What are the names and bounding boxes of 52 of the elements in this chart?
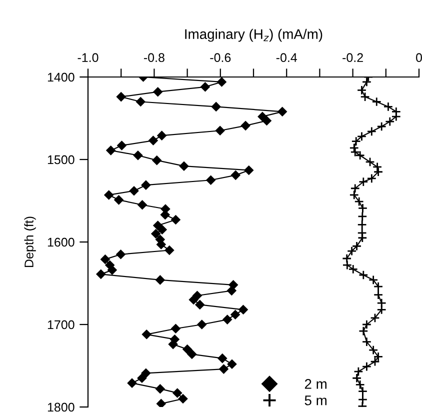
point — [358, 270, 368, 280]
point — [358, 386, 368, 396]
point — [354, 366, 364, 376]
point — [358, 233, 368, 243]
point — [376, 304, 386, 315]
point — [366, 126, 377, 136]
point — [362, 336, 372, 347]
y-tick-label: 1400 — [48, 72, 74, 82]
y-tick-label: 1700 — [48, 320, 74, 330]
point — [358, 176, 368, 187]
point — [376, 298, 386, 308]
legend-label: 2 m — [304, 379, 326, 389]
y-axis-title: Depth (ft) — [24, 216, 36, 268]
point — [368, 345, 378, 355]
point — [373, 282, 384, 292]
point — [372, 96, 382, 107]
x-tick-label: -0.4 — [276, 53, 298, 62]
point — [373, 167, 384, 177]
x-axis-title: Imaginary (H$_{z}$) (mA/m) — [185, 28, 322, 42]
point — [366, 174, 377, 184]
point — [360, 92, 370, 102]
point — [370, 313, 380, 323]
x-tick-label: 0 — [416, 53, 422, 62]
point — [383, 102, 394, 112]
point — [354, 196, 364, 206]
x-tick-label: -1.0 — [78, 53, 98, 62]
point — [355, 380, 365, 390]
point — [357, 220, 367, 230]
point — [358, 394, 368, 404]
point — [362, 362, 372, 372]
point — [350, 147, 360, 157]
point — [365, 157, 375, 167]
point — [373, 290, 384, 300]
legend-label: 5 m — [304, 396, 326, 406]
point — [358, 203, 368, 214]
point — [348, 264, 358, 274]
y-tick-label: 1500 — [48, 155, 74, 164]
point — [355, 150, 365, 160]
y-tick-label: 1800 — [48, 402, 74, 412]
point — [372, 162, 382, 172]
point — [349, 190, 359, 200]
point — [342, 260, 352, 270]
x-tick-label: -0.2 — [342, 53, 363, 62]
point — [368, 275, 378, 285]
x-tick-label: -0.8 — [144, 53, 164, 62]
point — [356, 85, 367, 96]
point — [376, 122, 386, 132]
y-tick-label: 1600 — [48, 238, 74, 247]
x-tick-label: -0.6 — [210, 53, 231, 62]
point — [350, 184, 360, 194]
point — [352, 373, 362, 383]
point — [358, 212, 368, 222]
